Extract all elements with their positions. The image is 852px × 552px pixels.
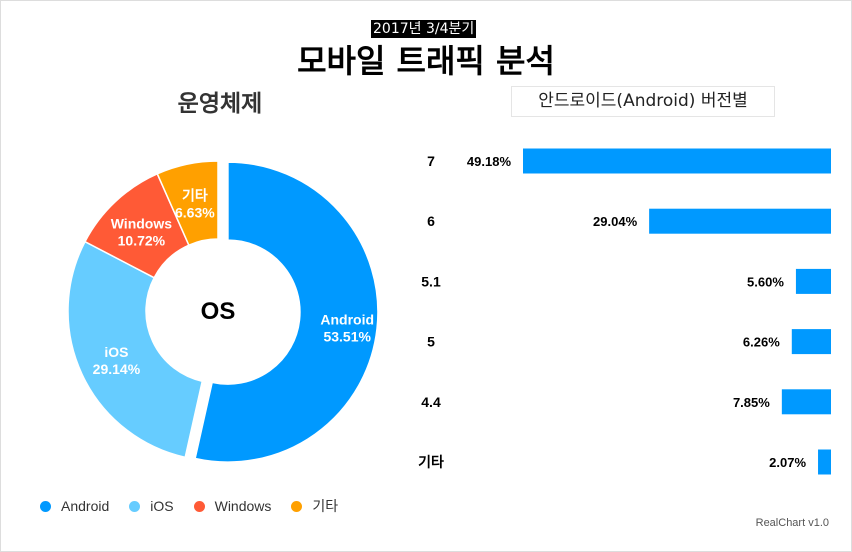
legend-item[interactable]: Windows bbox=[193, 496, 272, 516]
bar-value-label: 2.07% bbox=[769, 455, 806, 470]
slice-label: iOS bbox=[104, 344, 128, 360]
period-badge: 2017년 3/4분기 bbox=[371, 20, 477, 38]
legend-item[interactable]: Android bbox=[40, 496, 109, 516]
bar-4.4[interactable] bbox=[781, 389, 831, 415]
legend-label: Windows bbox=[214, 498, 272, 514]
bar-category-label: 기타 bbox=[418, 454, 444, 470]
legend-item[interactable]: iOS bbox=[129, 496, 174, 516]
os-legend: Android iOS Windows 기타 bbox=[40, 496, 358, 516]
main-title: 모바일 트래픽 분석 bbox=[297, 42, 555, 80]
credit-label: RealChart v1.0 bbox=[755, 517, 829, 529]
bar-category-label: 5.1 bbox=[421, 273, 441, 289]
slice-value-label: 29.14% bbox=[93, 361, 141, 377]
bar-category-label: 7 bbox=[427, 153, 435, 169]
legend-swatch bbox=[291, 500, 303, 512]
bar-category-label: 5 bbox=[427, 334, 435, 350]
slice-value-label: 53.51% bbox=[323, 328, 371, 344]
legend-label: 기타 bbox=[312, 498, 339, 514]
pie-slice-Android[interactable] bbox=[194, 161, 379, 463]
bar-6[interactable] bbox=[649, 208, 831, 234]
bar-value-label: 6.26% bbox=[743, 335, 780, 350]
legend-swatch bbox=[129, 500, 141, 512]
pie-slice-iOS[interactable] bbox=[67, 240, 204, 459]
legend-label: Android bbox=[61, 498, 110, 514]
bar-value-label: 7.85% bbox=[733, 395, 770, 410]
bar-category-label: 6 bbox=[427, 213, 435, 229]
bar-7[interactable] bbox=[523, 148, 831, 174]
legend-label: iOS bbox=[150, 498, 174, 514]
slice-label: Android bbox=[320, 311, 374, 327]
bar-value-label: 29.04% bbox=[593, 214, 638, 229]
slice-value-label: 6.63% bbox=[175, 204, 215, 220]
bar-category-label: 4.4 bbox=[421, 394, 441, 410]
os-chart-title: 운영체제 bbox=[177, 91, 263, 117]
legend-swatch bbox=[193, 500, 205, 512]
slice-label: Windows bbox=[111, 215, 173, 231]
bar-기타[interactable] bbox=[818, 449, 831, 475]
pie-slice-기타[interactable] bbox=[156, 160, 219, 247]
slice-value-label: 10.72% bbox=[118, 232, 166, 248]
legend-item[interactable]: 기타 bbox=[291, 496, 338, 516]
bar-5[interactable] bbox=[791, 329, 831, 355]
legend-swatch bbox=[40, 500, 51, 512]
bar-5.1[interactable] bbox=[795, 268, 831, 294]
bar-value-label: 5.60% bbox=[747, 274, 784, 289]
donut-center-label: OS bbox=[201, 298, 236, 325]
slice-label: 기타 bbox=[182, 187, 208, 203]
android-chart-title: 안드로이드(Android) 버전별 bbox=[511, 86, 775, 117]
bar-value-label: 49.18% bbox=[467, 154, 512, 169]
